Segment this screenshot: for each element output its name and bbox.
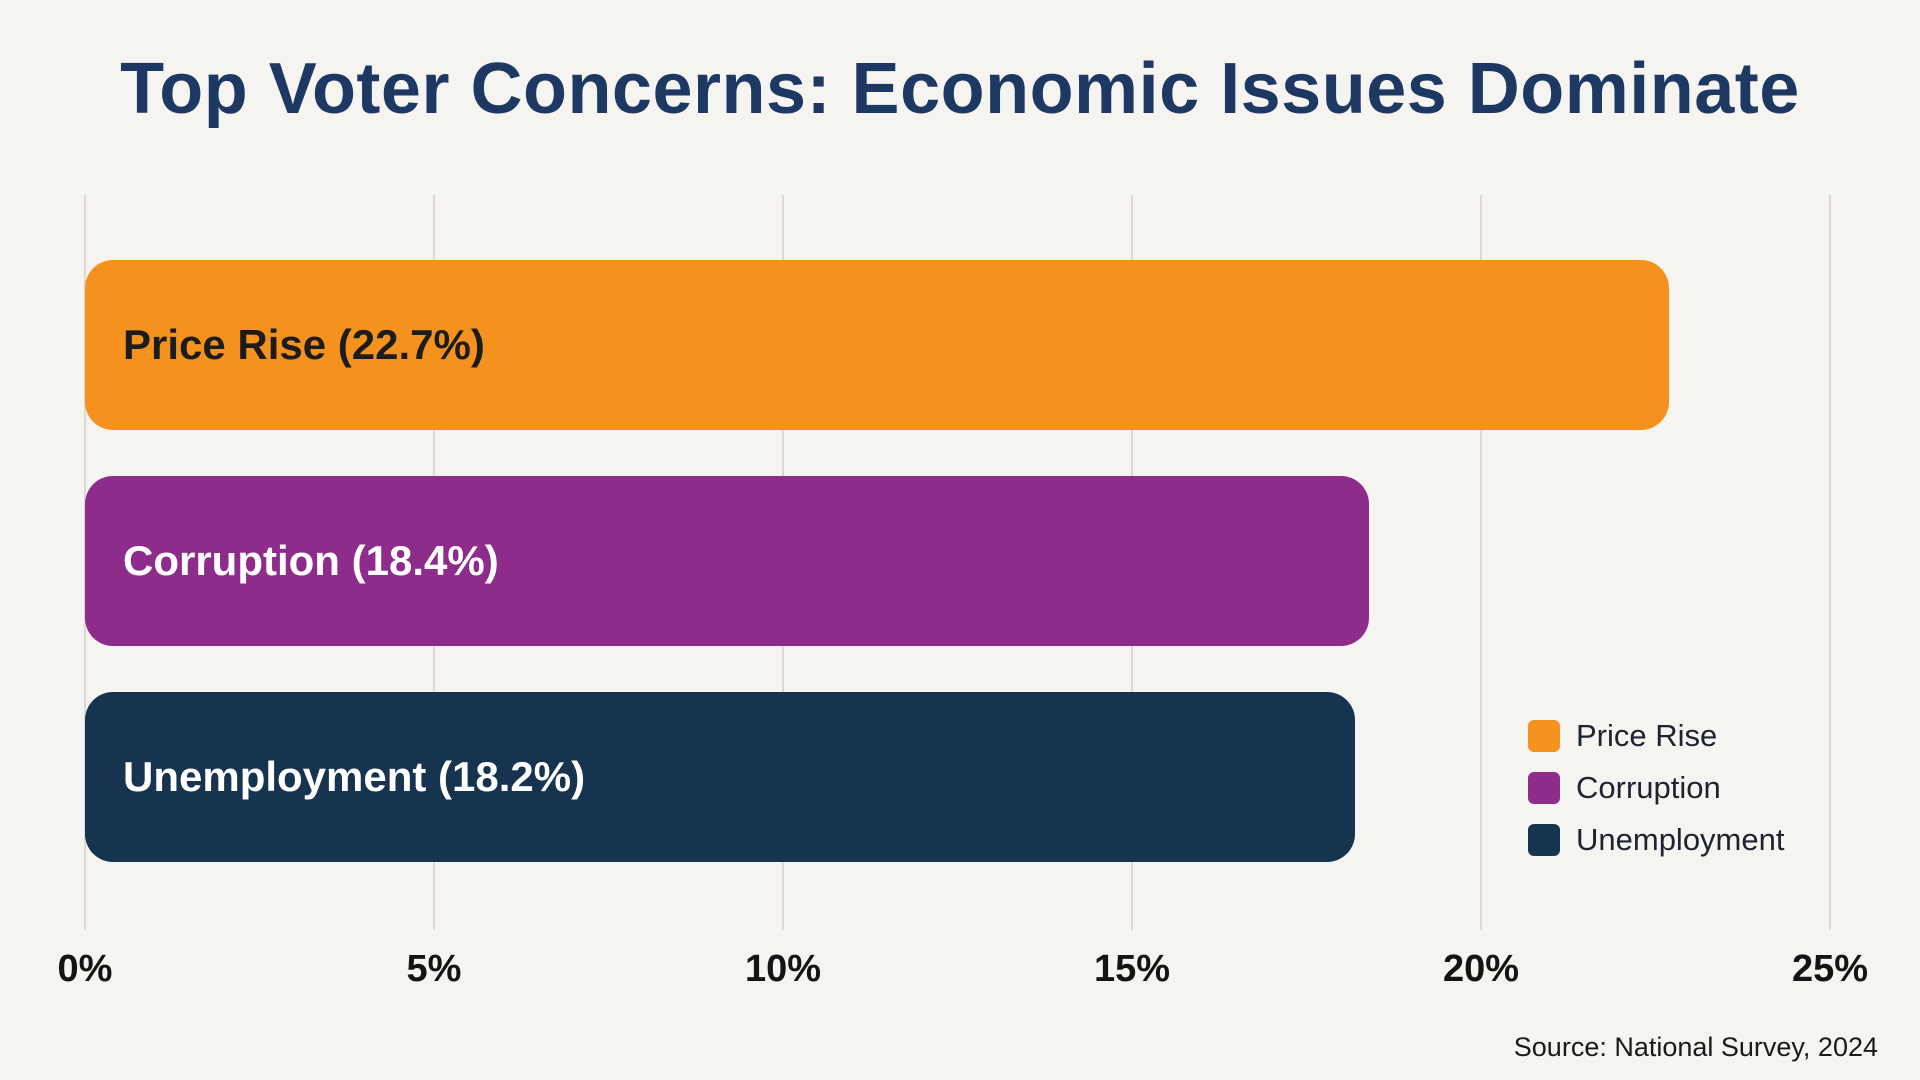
x-tick-25: 25%: [1791, 948, 1869, 990]
bar-price-rise: Price Rise (22.7%): [85, 260, 1670, 430]
plot-area: Price Rise (22.7%) Corruption (18.4%) Unem…: [84, 195, 1831, 930]
x-tick-5: 5%: [406, 948, 462, 990]
x-tick-20: 20%: [1442, 948, 1520, 990]
bar-unemployment: Unemployment (18.2%): [85, 692, 1356, 862]
bar-label-unemployment: Unemployment (18.2%): [123, 753, 586, 800]
legend-label-corruption: Corruption: [1576, 770, 1721, 805]
x-tick-0: 0%: [57, 948, 113, 990]
source-note: Source: National Survey, 2024: [1513, 1032, 1878, 1062]
x-axis: 0% 5% 10% 15% 20% 25%: [58, 948, 1868, 1008]
legend-swatch-price-rise: [1528, 720, 1560, 752]
legend-item-price-rise: Price Rise: [1528, 718, 1784, 754]
legend-swatch-corruption: [1528, 772, 1560, 804]
gridline-25: [1829, 195, 1831, 930]
legend: Price Rise Corruption Unemployment: [1528, 718, 1784, 858]
bar-corruption: Corruption (18.4%): [85, 476, 1370, 646]
legend-label-price-rise: Price Rise: [1576, 718, 1718, 753]
chart-title: Top Voter Concerns: Economic Issues Domi…: [120, 49, 1800, 129]
legend-swatch-unemployment: [1528, 824, 1560, 856]
legend-label-unemployment: Unemployment: [1576, 822, 1785, 857]
bar-label-corruption: Corruption (18.4%): [123, 537, 499, 584]
legend-item-corruption: Corruption: [1528, 770, 1784, 806]
gridline-20: [1480, 195, 1482, 930]
legend-item-unemployment: Unemployment: [1528, 822, 1784, 858]
bar-label-price-rise: Price Rise (22.7%): [123, 321, 485, 368]
x-tick-15: 15%: [1093, 948, 1171, 990]
x-tick-10: 10%: [744, 948, 822, 990]
